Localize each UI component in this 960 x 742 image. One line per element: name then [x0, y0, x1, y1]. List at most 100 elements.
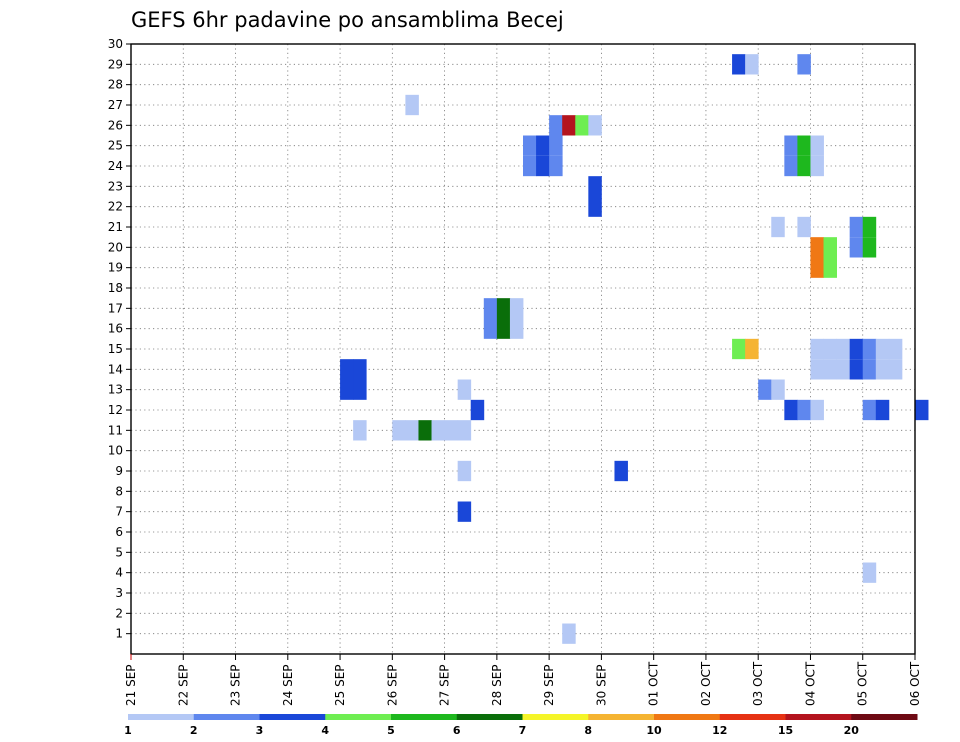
precip-cell: [444, 420, 459, 441]
precip-cell: [875, 338, 890, 360]
colorbar-swatch: [391, 714, 458, 720]
precip-cell: [810, 257, 824, 278]
precip-cell: [496, 298, 511, 319]
colorbar-label: 5: [387, 724, 395, 737]
precip-cell: [849, 359, 864, 380]
y-tick-label: 2: [115, 606, 123, 620]
x-tick-label: 05 OCT: [856, 661, 870, 706]
y-tick-label: 1: [115, 627, 123, 641]
colorbar-swatch: [654, 714, 721, 720]
x-axis: 21 SEP 22 SEP 23 SEP 24 SEP 25 SEP 26 SEP 27 S…: [124, 654, 922, 706]
y-tick-label: 16: [108, 322, 123, 336]
colorbar-swatch: [851, 714, 918, 720]
precip-cell: [732, 54, 746, 75]
precip-cell: [862, 338, 877, 360]
precip-cell: [862, 562, 877, 583]
precip-cell: [797, 135, 811, 156]
y-tick-label: 26: [108, 118, 123, 132]
colorbar-label: 15: [778, 724, 793, 737]
colorbar-swatch: [588, 714, 655, 720]
precip-cell: [509, 318, 524, 339]
precip-cell: [562, 623, 576, 644]
precip-cell: [457, 501, 472, 522]
precip-cell: [758, 379, 772, 400]
y-tick-label: 3: [115, 586, 123, 600]
precip-cell: [823, 237, 837, 258]
x-tick-label: 21 SEP: [124, 664, 138, 706]
y-tick-label: 24: [108, 159, 123, 173]
x-tick-label: 22 SEP: [176, 664, 190, 706]
x-tick-label: 29 SEP: [542, 664, 556, 706]
precip-cell: [549, 115, 563, 136]
precip-cell: [810, 399, 824, 421]
colorbar-label: 20: [844, 724, 860, 737]
precip-cell: [797, 216, 811, 238]
precip-cell: [483, 318, 498, 339]
precip-cell: [784, 135, 798, 156]
precip-cell: [915, 399, 929, 421]
colorbar-label: 12: [712, 724, 727, 737]
precip-cell: [470, 399, 485, 421]
precip-cell: [862, 237, 877, 258]
x-tick-label: 26 SEP: [385, 664, 399, 706]
precip-cell: [523, 135, 537, 156]
colorbar-swatch: [193, 714, 260, 720]
precip-cell: [457, 420, 472, 441]
precip-cell: [588, 176, 602, 197]
precip-cell: [745, 54, 759, 75]
y-tick-label: 6: [115, 525, 123, 539]
precip-cell: [888, 338, 903, 360]
precip-cell: [509, 298, 524, 319]
precip-cell: [810, 359, 824, 380]
precip-cell: [457, 379, 472, 400]
precip-cell: [810, 155, 824, 177]
precip-cell: [810, 135, 824, 156]
y-tick-label: 30: [108, 37, 123, 51]
precip-cell: [862, 216, 877, 238]
precip-cell: [862, 359, 877, 380]
precip-cell: [353, 359, 367, 380]
precip-cell: [536, 135, 550, 156]
y-tick-label: 19: [108, 261, 123, 275]
y-tick-label: 22: [108, 200, 123, 214]
precip-cell: [405, 94, 419, 116]
precip-cell: [745, 338, 759, 360]
colorbar-label: 3: [256, 724, 264, 737]
y-tick-label: 14: [108, 362, 123, 376]
precip-cell: [823, 338, 837, 360]
precip-cell: [353, 420, 367, 441]
precip-cell: [353, 379, 367, 400]
y-tick-label: 8: [115, 484, 123, 498]
precip-cell: [810, 338, 824, 360]
y-tick-label: 13: [108, 383, 123, 397]
precip-cell: [588, 196, 602, 217]
colorbar-label: 10: [646, 724, 662, 737]
precip-cell: [732, 338, 746, 360]
precip-cell: [849, 216, 864, 238]
precip-cell: [523, 155, 537, 177]
x-tick-label: 06 OCT: [908, 661, 922, 706]
colorbar-label: 4: [321, 724, 329, 737]
precip-cell: [875, 399, 890, 421]
y-axis: 1234567891011121314151617181920212223242…: [108, 37, 131, 641]
y-tick-label: 29: [108, 57, 123, 71]
colorbar-swatch: [522, 714, 589, 720]
precip-cell: [405, 420, 419, 441]
precip-cell: [849, 338, 864, 360]
colorbar-label: 2: [190, 724, 198, 737]
precip-cell: [575, 115, 589, 136]
colorbar-swatch: [128, 714, 195, 720]
y-tick-label: 5: [115, 545, 123, 559]
precip-cell: [797, 155, 811, 177]
y-tick-label: 27: [108, 98, 123, 112]
precip-cell: [549, 155, 563, 177]
precip-cell: [849, 237, 864, 258]
chart-title: GEFS 6hr padavine po ansamblima Becej: [131, 8, 564, 32]
precip-cell: [810, 237, 824, 258]
precip-cell: [823, 257, 837, 278]
x-tick-label: 28 SEP: [490, 664, 504, 706]
precip-cell: [431, 420, 445, 441]
colorbar-label: 7: [519, 724, 527, 737]
y-tick-label: 12: [108, 403, 123, 417]
